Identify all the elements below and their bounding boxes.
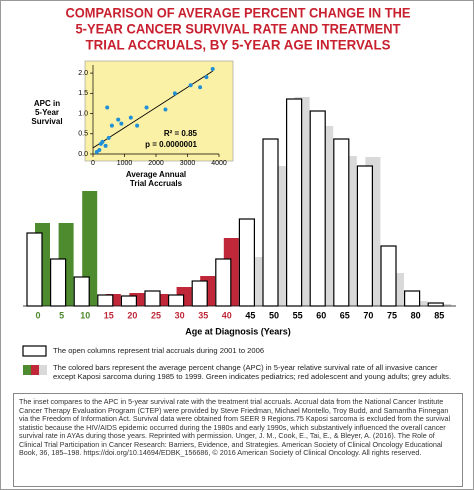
x-axis-title: Age at Diagnosis (Years): [185, 326, 291, 336]
open-column: [120, 295, 138, 307]
point: [144, 105, 149, 110]
open-column: [215, 258, 232, 307]
legend-swatch: [39, 365, 47, 375]
x-tick-label: 4000: [211, 160, 227, 167]
x-axis-title: Average Annual: [126, 170, 186, 179]
inset-panel: [84, 60, 234, 162]
point: [210, 67, 215, 72]
x-tick-label: 0: [91, 160, 95, 167]
x-axis-title: Trial Accruals: [130, 179, 183, 188]
annotation: R² = 0.85: [164, 129, 198, 138]
x-tick-label: 10: [80, 310, 90, 320]
x-tick-label: 75: [387, 310, 397, 320]
chart-title: TRIAL ACCRUALS, BY 5-YEAR AGE INTERVALS: [86, 37, 391, 53]
open-column: [333, 138, 350, 307]
open-column: [238, 218, 255, 307]
legend-entry: The open columns represent trial accrual…: [53, 346, 265, 355]
x-tick-label: 45: [245, 310, 255, 320]
y-tick-label: 0.0: [78, 151, 88, 158]
y-axis-title: 5-Year: [35, 108, 59, 117]
point: [188, 83, 193, 88]
open-column: [97, 294, 114, 307]
x-tick-label: 0: [35, 310, 40, 320]
trend-line: [92, 70, 213, 149]
point: [128, 115, 133, 120]
x-tick-label: 15: [104, 310, 114, 320]
x-tick-label: 30: [175, 310, 185, 320]
x-tick-label: 20: [127, 310, 137, 320]
point: [172, 91, 177, 96]
annotation: p = 0.0000001: [145, 140, 197, 149]
open-column: [191, 280, 208, 307]
x-tick-label: 70: [363, 310, 373, 320]
x-tick-label: 40: [222, 310, 232, 320]
y-tick-label: 1.5: [78, 90, 88, 97]
open-column: [380, 245, 397, 307]
y-tick-label: 2.0: [78, 70, 88, 77]
open-column: [168, 294, 185, 307]
x-tick-label: 2000: [148, 160, 164, 167]
open-column: [26, 232, 43, 307]
point: [135, 123, 140, 128]
x-tick-label: 55: [293, 310, 303, 320]
open-column: [356, 165, 373, 307]
open-column: [404, 290, 421, 307]
point: [204, 75, 209, 80]
legend-entry: The colored bars represent the average p…: [53, 363, 452, 381]
open-column: [286, 98, 303, 307]
point: [105, 105, 110, 110]
open-column: [309, 110, 326, 307]
point: [116, 117, 121, 122]
y-tick-label: 0.5: [78, 131, 88, 138]
chart-title: 5-YEAR CANCER SURVIVAL RATE AND TREATMEN…: [76, 21, 401, 37]
x-tick-label: 60: [316, 310, 326, 320]
legend-swatch: [23, 365, 31, 375]
y-tick-label: 1.0: [78, 110, 88, 117]
footnote: The inset compares to the APC in 5-year …: [13, 393, 463, 487]
x-tick-label: 25: [151, 310, 161, 320]
x-tick-label: 1000: [117, 160, 133, 167]
x-tick-label: 35: [198, 310, 208, 320]
x-tick-label: 50: [269, 310, 279, 320]
chart: COMPARISON OF AVERAGE PERCENT CHANGE IN …: [22, 5, 456, 375]
x-tick-label: 5: [59, 310, 64, 320]
point: [103, 143, 108, 148]
point: [163, 107, 168, 112]
legend-swatch: [22, 345, 47, 357]
open-column: [262, 138, 279, 307]
y-axis-title: Survival: [31, 117, 62, 126]
open-column: [73, 276, 90, 307]
x-tick-label: 85: [434, 310, 444, 320]
open-column: [144, 290, 161, 307]
chart-title: COMPARISON OF AVERAGE PERCENT CHANGE IN …: [66, 5, 411, 21]
point: [109, 123, 114, 128]
point: [106, 135, 111, 140]
open-column: [427, 302, 444, 307]
point: [119, 121, 124, 126]
y-axis-title: APC in: [34, 99, 60, 108]
point: [100, 139, 105, 144]
x-tick-label: 80: [411, 310, 421, 320]
point: [97, 147, 102, 152]
x-tick-label: 3000: [180, 160, 196, 167]
x-tick-label: 65: [340, 310, 350, 320]
point: [198, 85, 203, 90]
open-column: [49, 258, 67, 307]
legend-swatch: [31, 365, 39, 375]
